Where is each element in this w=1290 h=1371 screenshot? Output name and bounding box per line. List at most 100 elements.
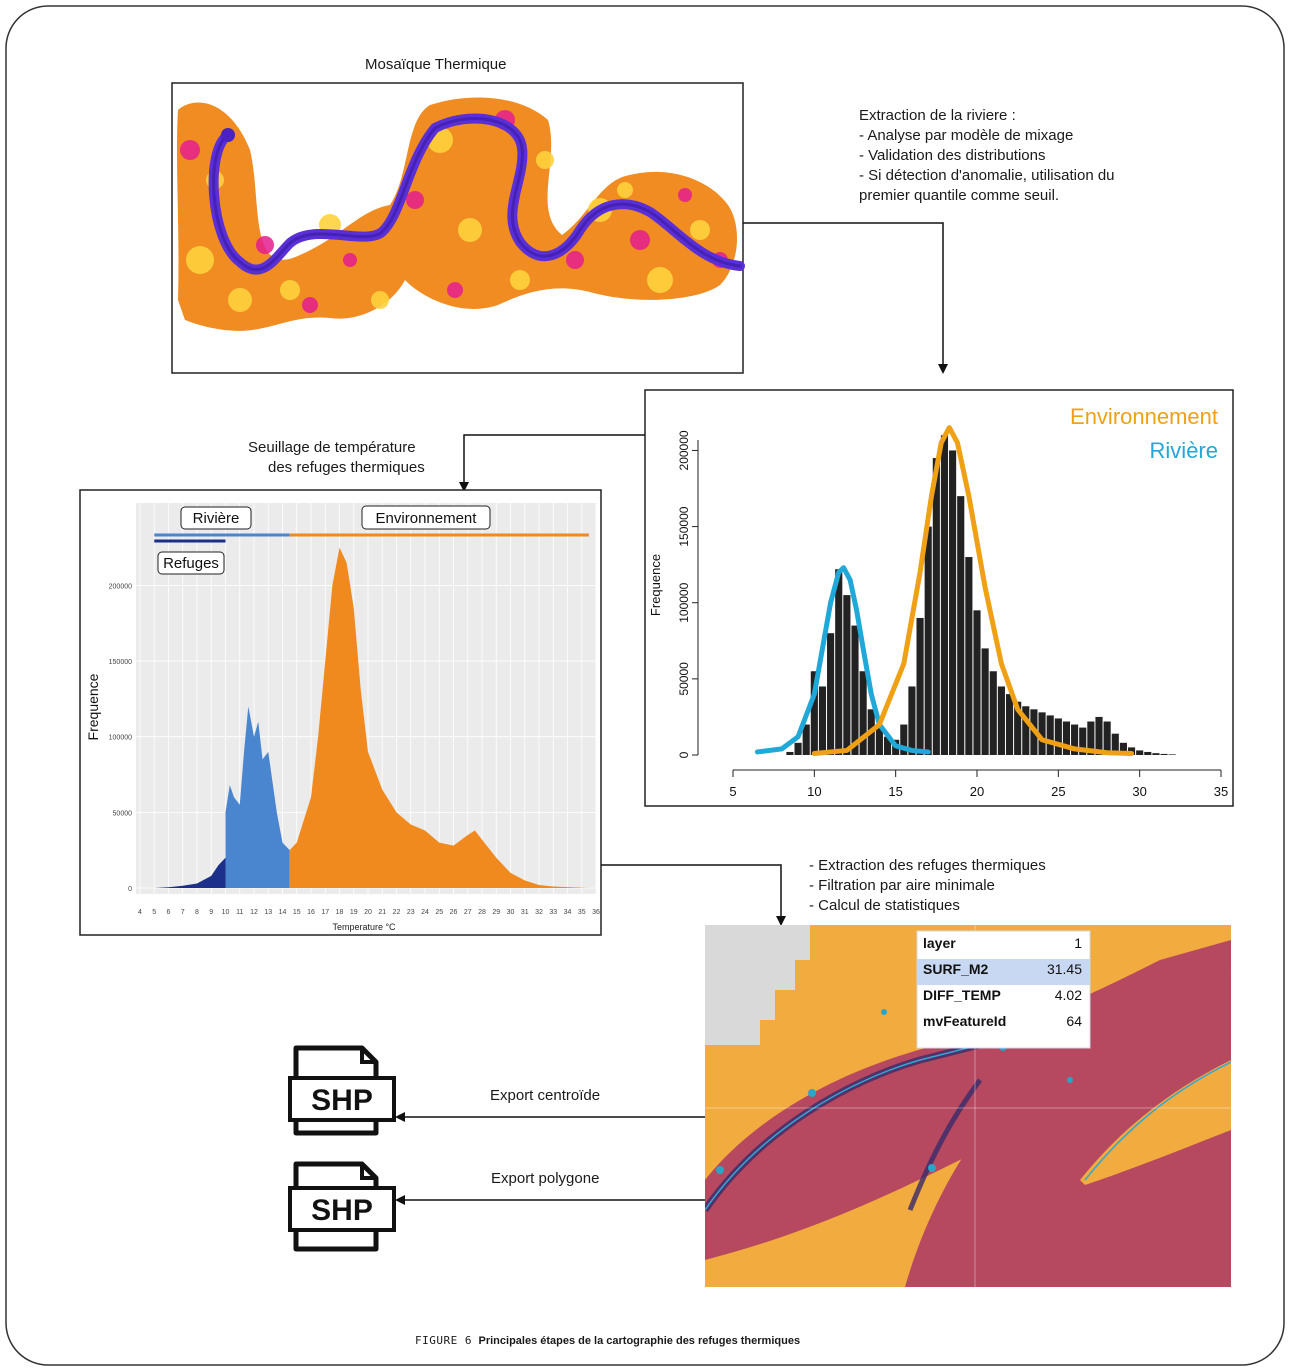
histogram-bar [997, 686, 1005, 755]
chart2-xtick-label: 12 [250, 909, 258, 916]
fit-curve-environnement [811, 425, 1135, 756]
histogram-bar [835, 569, 843, 755]
chart2-xtick-label: 19 [350, 909, 358, 916]
histogram-bar [818, 686, 827, 755]
shp-centroid-label: SHP [311, 1084, 373, 1117]
extraction-step: - Si détection d'anomalie, utilisation d… [859, 167, 1115, 184]
histogram-bar [924, 526, 932, 755]
chart2-ytick-label: 0 [128, 886, 132, 893]
figure-caption: FIGURE 6 Principales étapes de la cartog… [415, 1334, 800, 1347]
histogram-bar [883, 736, 892, 755]
area-environnement [289, 547, 589, 888]
chart1-ytick-label: 200000 [677, 430, 691, 470]
histogram-bar [794, 742, 802, 755]
chart1-ytick-label: 100000 [677, 582, 691, 622]
area-refuges [154, 857, 226, 888]
thermal-mosaic [171, 82, 745, 374]
histogram-bar [1038, 712, 1046, 755]
histogram-bar [1054, 718, 1062, 755]
attribute-value: 1 [1074, 935, 1082, 951]
chart2-xtick-label: 26 [450, 909, 458, 916]
caption-figure-label: FIGURE [415, 1334, 458, 1347]
histogram-bar [949, 450, 957, 755]
chart2-xtick-label: 18 [336, 909, 344, 916]
mosaic-title: Mosaïque Thermique [365, 56, 507, 73]
caption-text: Principales étapes de la cartographie de… [478, 1335, 801, 1347]
histogram-bar [1071, 724, 1079, 755]
attribute-key: DIFF_TEMP [923, 987, 1001, 1003]
chart2-xtick-label: 14 [279, 909, 287, 916]
histogram-bar [1160, 753, 1168, 755]
histogram-bar [1005, 694, 1014, 755]
chart1-xtick-label: 10 [807, 784, 821, 799]
histogram-bar [989, 671, 997, 755]
shp-polygon-label: SHP [311, 1194, 373, 1227]
chart2-xtick-label: 15 [293, 909, 301, 916]
chart1-xtick-label: 20 [970, 784, 984, 799]
chart2-ylabel: Frequence [85, 673, 101, 740]
refuge-step: - Filtration par aire minimale [809, 877, 995, 894]
histogram-bar [932, 458, 940, 755]
chart2-xtick-label: 11 [236, 909, 243, 916]
histogram-bar [1079, 727, 1087, 755]
chart2-xlabel: Temperature °C [332, 922, 396, 932]
label-refuges: Refuges [157, 551, 225, 575]
chart1-xtick-label: 30 [1132, 784, 1146, 799]
chart2-xtick-label: 33 [549, 909, 557, 916]
chart2-xtick-label: 36 [592, 909, 600, 916]
chart2-ytick-label: 150000 [109, 659, 132, 666]
chart2-xtick-label: 20 [364, 909, 372, 916]
histogram-bar [1046, 715, 1054, 755]
attribute-key: mvFeatureId [923, 1013, 1006, 1029]
extraction-step: - Analyse par modèle de mixage [859, 127, 1074, 144]
chart2-ytick-label: 200000 [109, 583, 132, 590]
chart1-ytick-label: 0 [677, 751, 691, 758]
chart1-xtick-label: 35 [1214, 784, 1228, 799]
attribute-table: layer 1 SURF_M2 31.45 DIFF_TEMP 4.02 mvFeature… [916, 930, 1091, 1049]
refuges-map: layer 1 SURF_M2 31.45 DIFF_TEMP 4.02 mvFeature… [705, 925, 1231, 1287]
extraction-step: - Validation des distributions [859, 147, 1046, 164]
export-centroid-label: Export centroïde [490, 1087, 601, 1104]
chart2-xtick-label: 28 [478, 909, 486, 916]
histogram-bar [1103, 721, 1111, 755]
chart2-ytick-label: 50000 [113, 810, 133, 817]
chart2-xtick-label: 8 [195, 909, 199, 916]
histogram-bar [1136, 750, 1144, 755]
chart2-xtick-label: 24 [421, 909, 429, 916]
histogram-bar [802, 724, 810, 755]
extraction-title: Extraction de la riviere : [859, 107, 1016, 124]
chart2-xtick-label: 31 [521, 909, 529, 916]
histogram-bar [981, 648, 989, 755]
histogram-bar [1119, 742, 1127, 755]
fit-curve-riviere [754, 565, 931, 755]
histogram-bar [859, 671, 867, 755]
label-environnement: Environnement [361, 505, 491, 530]
histogram-bar [1095, 716, 1103, 755]
histogram-bar [1144, 751, 1152, 755]
histogram-bar [843, 595, 851, 755]
threshold-caption: Seuillage de température des refuges the… [248, 439, 425, 476]
threshold-area-chart: 0 50000 100000 150000 200000 4 5 6 7 8 9 10 11 12 13 1… [79, 489, 602, 936]
arrow-threshold-to-map [601, 864, 786, 926]
histogram-bar [1014, 701, 1022, 755]
histogram-bar [940, 435, 949, 755]
chart1-xtick-label: 25 [1051, 784, 1065, 799]
chart2-xtick-label: 32 [535, 909, 543, 916]
chart2-xtick-label: 13 [264, 909, 272, 916]
chart1-xtick-label: 15 [888, 784, 902, 799]
chart2-xtick-label: 17 [321, 909, 329, 916]
legend-riviere: Rivière [1150, 438, 1218, 463]
histogram-bar [875, 727, 883, 755]
label-riviere: Rivière [180, 506, 252, 530]
svg-text:Refuges: Refuges [163, 555, 219, 572]
chart2-xtick-label: 6 [167, 909, 171, 916]
histogram-bar [1022, 706, 1030, 755]
histogram-bar [900, 724, 908, 755]
attribute-value: 64 [1066, 1013, 1082, 1029]
chart2-xtick-label: 22 [393, 909, 401, 916]
chart1-ytick-label: 150000 [677, 506, 691, 546]
histogram-bar [1152, 753, 1160, 755]
refuge-step: - Calcul de statistiques [809, 897, 960, 914]
histogram-bar [965, 557, 973, 755]
